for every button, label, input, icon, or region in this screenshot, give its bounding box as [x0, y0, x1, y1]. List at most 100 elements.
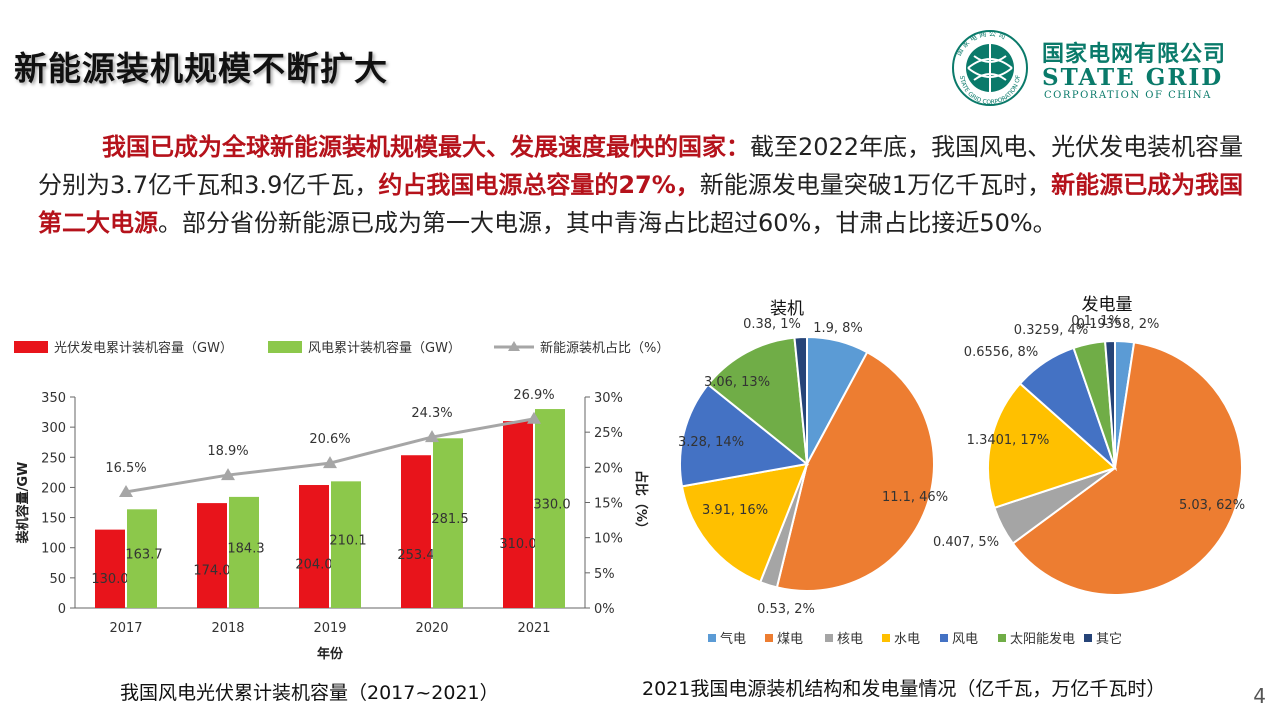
share-label: 24.3% [411, 406, 452, 421]
bar-solar [503, 421, 533, 608]
pie-legend-swatch [998, 634, 1006, 642]
pie-slice-capacity [679, 383, 810, 488]
pie-data-label: 5.03, 62% [1179, 498, 1245, 513]
pie-legend-swatch [1084, 634, 1092, 642]
y2-tick-label: 15% [594, 497, 623, 512]
share-label: 20.6% [309, 432, 350, 447]
pie-title: 发电量 [1082, 295, 1133, 315]
y-tick-label: 150 [41, 512, 66, 527]
state-grid-logo: 国 家 电 网 公 司 STATE GRID CORPORATION OF CH… [942, 23, 1244, 108]
pie-legend-swatch [825, 634, 833, 642]
pie-data-label: 1.9, 8% [813, 321, 863, 336]
slide-title: 新能源装机规模不断扩大 [14, 49, 388, 88]
y2-tick-label: 25% [594, 426, 623, 441]
legend-label: 光伏发电累计装机容量（GW） [54, 340, 233, 356]
pie-title: 装机 [770, 299, 804, 319]
pie-slice-capacity [793, 335, 808, 465]
pie-slice-generation [987, 382, 1117, 510]
y-tick-label: 350 [41, 391, 66, 406]
pie-legend-label: 风电 [952, 632, 978, 647]
pie-slice-generation [1011, 341, 1243, 596]
bar-solar [95, 529, 125, 608]
bar-data-label: 163.7 [125, 548, 162, 563]
pie-legend-label: 气电 [720, 631, 746, 647]
bar-wind [433, 438, 463, 608]
pie-legend-swatch [882, 634, 890, 642]
x-axis-title: 年份 [317, 646, 344, 662]
bar-solar [401, 455, 431, 608]
pie-legend-label: 太阳能发电 [1010, 631, 1075, 647]
y2-tick-label: 5% [594, 567, 615, 582]
caption-right: 2021我国电源装机结构和发电量情况（亿千瓦，万亿千瓦时） [642, 678, 1166, 700]
pie-slice-generation [1104, 339, 1116, 469]
bar-data-label: 281.5 [431, 512, 468, 527]
y2-tick-label: 10% [594, 532, 623, 547]
bar-solar [197, 503, 227, 608]
y-tick-label: 300 [41, 421, 66, 436]
y-tick-label: 0 [58, 602, 66, 617]
bar-data-label: 184.3 [227, 541, 264, 556]
pie-data-label: 0.3259, 4% [1014, 323, 1088, 338]
y-axis-title: 装机容量/GW [15, 462, 31, 545]
x-tick-label: 2020 [415, 621, 448, 636]
share-line [125, 417, 535, 494]
bar-wind [127, 509, 157, 608]
state-grid-emblem: 国 家 电 网 公 司 STATE GRID CORPORATION OF CH… [942, 23, 1028, 106]
text-3: 。部分省份新能源已成为第一大电源，其中青海占比超过60%，甘肃占比接近50%。 [158, 209, 1057, 237]
intro-paragraph: 我国已成为全球新能源装机规模最大、发展速度最快的国家：截至2022年底，我国风电… [38, 128, 1250, 242]
pie-data-label: 0.38, 1% [743, 317, 801, 332]
bar-wind [229, 496, 259, 608]
bar-wind [331, 481, 361, 608]
highlight-3: 新能源已成为我国第二大电源 [38, 171, 1244, 237]
text-2: 新能源发电量突破1万亿千瓦时， [699, 171, 1052, 199]
pie-legend-swatch [708, 634, 716, 642]
y-tick-label: 250 [41, 451, 66, 466]
pie-slice-capacity [680, 462, 809, 584]
legend-swatch [14, 341, 48, 353]
pie-data-label: 0.19358, 2% [1077, 317, 1160, 332]
y2-tick-label: 20% [594, 461, 623, 476]
capacity-bar-chart: 光伏发电累计装机容量（GW） 风电累计装机容量（GW） 新能源装机占比（%） 0 50 1… [14, 340, 669, 662]
pie-data-label: 0.1, 1% [1071, 314, 1121, 329]
text-1: 截至2022年底，我国风电、光伏发电装机容量分别为3.7亿千瓦和3.9亿千瓦， [38, 133, 1244, 199]
y2-axis-title: 占比（%） [633, 470, 649, 535]
pie-legend-swatch [765, 634, 773, 642]
bar-data-label: 310.0 [499, 537, 536, 552]
power-mix-pie-charts: 装机 1.9, 8% 11.1, 46% 0.53, 2% 3.91, 16% 3.28,… [678, 295, 1245, 647]
bar-wind [535, 409, 565, 608]
share-point [527, 411, 541, 424]
legend-label: 风电累计装机容量（GW） [308, 340, 461, 356]
pie-legend-swatch [940, 634, 948, 642]
y-tick-label: 200 [41, 481, 66, 496]
pie-data-label: 11.1, 46% [882, 490, 948, 505]
logo-name-en-sub: CORPORATION OF CHINA [1044, 90, 1212, 101]
x-tick-label: 2018 [211, 621, 244, 636]
legend-label: 新能源装机占比（%） [540, 340, 669, 356]
y2-tick-label: 30% [594, 391, 623, 406]
pie-legend-label: 水电 [894, 632, 920, 647]
pie-legend-label: 核电 [837, 632, 863, 647]
y2-tick-label: 0% [594, 602, 615, 617]
logo-name-en: STATE GRID [1042, 64, 1224, 91]
pie-legend-label: 煤电 [777, 632, 803, 647]
bar-data-label: 130.0 [91, 572, 128, 587]
page-number: 4 [1253, 684, 1266, 708]
pie-slice-capacity [775, 350, 935, 592]
share-label: 16.5% [105, 461, 146, 476]
x-tick-label: 2019 [313, 621, 346, 636]
legend-swatch [268, 341, 302, 353]
y-tick-label: 100 [41, 542, 66, 557]
x-tick-label: 2021 [517, 621, 550, 636]
share-point [221, 468, 235, 481]
pie-data-label: 3.91, 16% [702, 503, 768, 518]
bar-solar [299, 485, 329, 608]
share-label: 18.9% [207, 444, 248, 459]
share-label: 26.9% [513, 388, 554, 403]
x-tick-label: 2017 [109, 621, 142, 636]
logo-name-cn: 国家电网有限公司 [1042, 42, 1227, 67]
share-point [425, 430, 439, 443]
highlight-1: 我国已成为全球新能源装机规模最大、发展速度最快的国家： [102, 133, 750, 161]
bar-data-label: 253.4 [397, 548, 434, 563]
legend-marker [508, 341, 520, 351]
caption-left: 我国风电光伏累计装机容量（2017~2021） [120, 682, 499, 704]
